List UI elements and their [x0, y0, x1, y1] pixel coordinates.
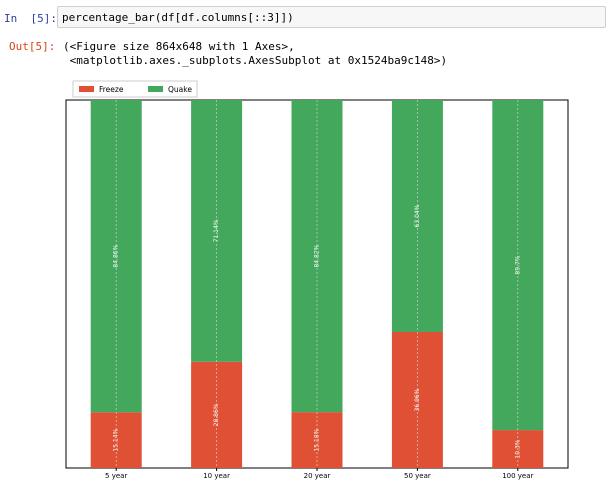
legend-swatch-freeze: [79, 86, 94, 92]
x-tick-label-4: 50 year: [404, 472, 431, 480]
data-label-freeze-1: 15.14%: [113, 428, 120, 451]
bar-quake-2: [191, 100, 243, 362]
data-label-quake-2: 71.14%: [213, 219, 220, 242]
x-tick-label-2: 10 year: [203, 472, 230, 480]
legend-box: [72, 80, 198, 98]
legend-label-freeze: Freeze: [99, 85, 124, 94]
data-label-freeze-2: 28.86%: [213, 403, 220, 426]
data-label-quake-4: 63.04%: [414, 204, 421, 227]
legend-swatch-quake: [148, 86, 163, 92]
data-label-quake-3: 84.82%: [314, 244, 321, 267]
bar-freeze-2: [191, 361, 243, 468]
code-text[interactable]: percentage_bar(df[df.columns[::3]]): [62, 11, 294, 24]
data-label-freeze-4: 36.96%: [414, 388, 421, 411]
code-input-cell[interactable]: percentage_bar(df[df.columns[::3]]): [57, 6, 606, 28]
x-tick-label-5: 100 year: [502, 472, 533, 480]
data-label-freeze-3: 15.18%: [314, 428, 321, 451]
in-prompt: In [5]:: [4, 12, 57, 25]
output-line-2: <matplotlib.axes._subplots.AxesSubplot a…: [63, 54, 448, 67]
legend-label-quake: Quake: [168, 85, 192, 94]
output-line-1: (<Figure size 864x648 with 1 Axes>,: [63, 40, 295, 53]
x-tick-label-3: 20 year: [304, 472, 331, 480]
legend: Freeze Quake: [72, 80, 198, 98]
x-tick-label-1: 5 year: [105, 472, 127, 480]
data-label-quake-1: 84.86%: [113, 244, 120, 267]
out-prompt: Out[5]:: [9, 40, 56, 53]
